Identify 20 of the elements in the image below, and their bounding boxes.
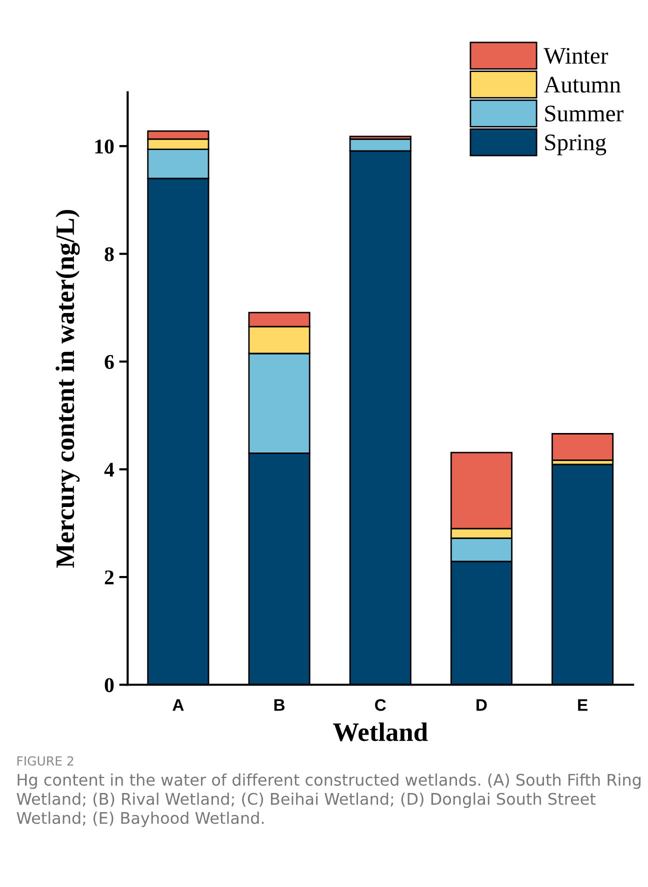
- text: Hg content in the water of different constructed wetlands. (A) South Fifth Ring Wetland; (B) Rival Wetland; (C) Beihai Wetland; (D) Donglai South Street Wetland; (E) Bayhood Wetland.: [16, 773, 641, 828]
- x-tick-label: D: [476, 699, 487, 711]
- y-tick-label: 8: [104, 247, 114, 262]
- y-tick-label: 6: [104, 355, 114, 370]
- x-tick-label: A: [172, 699, 184, 711]
- legend-label: Summer: [545, 106, 624, 122]
- caption: FIGURE 2: [17, 756, 74, 766]
- y-tick-label: 0: [104, 678, 114, 692]
- legend-label: Autumn: [544, 76, 621, 93]
- x-axis-title: Wetland: [333, 722, 428, 742]
- y-axis-title: Mercury content in water(ng/L): [56, 210, 80, 568]
- bar: [552, 433, 614, 461]
- y-tick-label: 2: [104, 570, 114, 584]
- y-tick-label: 4: [104, 462, 114, 477]
- legend-label: Winter: [544, 48, 608, 64]
- x-tick-label: E: [578, 699, 588, 711]
- x-tick-label: C: [375, 699, 386, 711]
- x-tick-label: B: [274, 699, 285, 711]
- y-tick-label: 10: [95, 139, 114, 154]
- legend-label: Spring: [545, 134, 606, 156]
